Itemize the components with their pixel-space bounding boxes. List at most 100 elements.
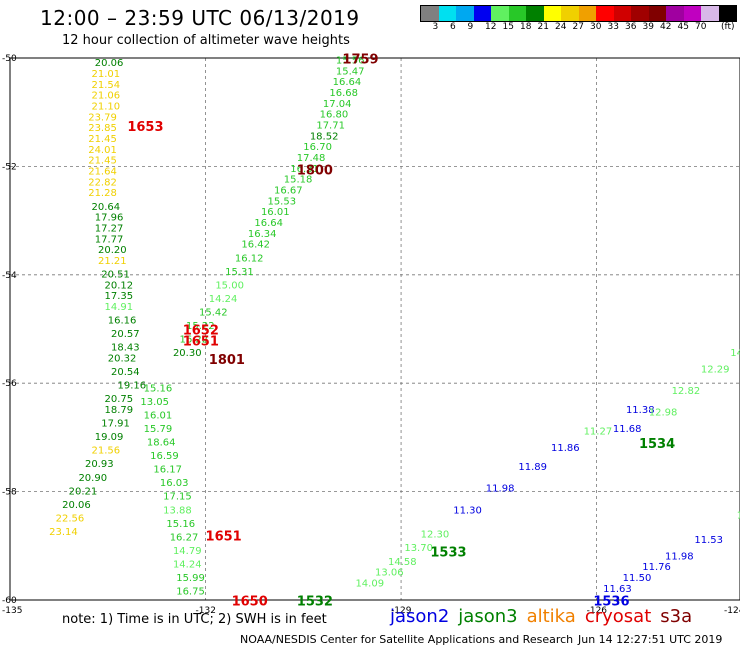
wave-height-point: 20.57 <box>111 329 140 340</box>
wave-height-point: 14.58 <box>730 348 740 359</box>
wave-height-point: 20.93 <box>85 459 114 470</box>
wave-height-point: 11.53 <box>694 535 723 546</box>
wave-height-point: 16.27 <box>170 532 199 543</box>
colorbar-swatch <box>473 6 491 21</box>
wave-height-point: 15.18 <box>284 175 313 186</box>
wave-height-point: 20.75 <box>105 394 134 405</box>
y-tick-label: -56 <box>2 379 17 389</box>
colorbar-swatch <box>718 6 736 21</box>
wave-height-point: 21.64 <box>88 167 117 178</box>
wave-height-point: 16.34 <box>248 229 277 240</box>
wave-height-point: 11.30 <box>453 505 482 516</box>
wave-height-point: 11.89 <box>518 462 547 473</box>
wave-height-point: 16.17 <box>153 465 182 476</box>
wave-height-point: 13.09 <box>737 511 740 522</box>
wave-height-point: 16.01 <box>144 410 173 421</box>
wave-height-point: 11.50 <box>623 573 652 584</box>
wave-height-point: 11.68 <box>613 424 642 435</box>
colorbar <box>420 5 737 22</box>
wave-height-point: 16.22 <box>179 335 208 346</box>
wave-height-point: 13.05 <box>140 397 169 408</box>
colorbar-swatch <box>578 6 596 21</box>
wave-height-point: 17.35 <box>105 291 134 302</box>
colorbar-tick-label: 30 <box>590 22 602 32</box>
wave-height-point: 15.47 <box>336 66 365 77</box>
pass-time-label: 1532 <box>297 594 333 609</box>
colorbar-tick-label: 39 <box>642 22 654 32</box>
colorbar-swatch <box>648 6 666 21</box>
wave-height-point: 11.27 <box>584 427 613 438</box>
pass-time-label: 1651 <box>206 529 242 544</box>
time-labels: 1759165318001652165118011534153514471651… <box>127 52 675 609</box>
colorbar-swatch <box>543 6 561 21</box>
wave-height-point: 18.52 <box>310 131 339 142</box>
colorbar-tick-label: 6 <box>450 22 456 32</box>
footer-credit: NOAA/NESDIS Center for Satellite Applica… <box>240 633 574 646</box>
wave-height-point: 14.24 <box>173 559 202 570</box>
colorbar-swatch <box>508 6 526 21</box>
legend-cryosat: cryosat <box>584 606 652 627</box>
y-tick-label: -60 <box>2 596 17 606</box>
axes: -50-52-54-56-58-60-135-132-129-126-123-1… <box>2 54 740 616</box>
colorbar-swatch <box>421 6 439 21</box>
wave-height-point: 16.64 <box>333 77 362 88</box>
wave-height-point: 16.16 <box>108 316 137 327</box>
footer-timestamp: Jun 14 12:27:51 UTC 2019 <box>578 633 723 646</box>
wave-height-point: 13.06 <box>375 568 404 579</box>
wave-height-point: 19.16 <box>118 381 147 392</box>
legend-altika: altika <box>526 606 576 627</box>
legend-s3a: s3a <box>660 606 693 627</box>
wave-height-point: 17.91 <box>101 419 130 430</box>
wave-height-point: 15.16 <box>144 383 173 394</box>
wave-height-point: 20.90 <box>78 473 107 484</box>
wave-height-point: 20.06 <box>95 58 124 69</box>
colorbar-tick-label: 24 <box>555 22 567 32</box>
colorbar-swatch <box>666 6 684 21</box>
wave-height-point: 12.30 <box>421 530 450 541</box>
pass-time-label: 1653 <box>127 120 163 135</box>
wave-height-point: 16.59 <box>150 451 179 462</box>
colorbar-swatch <box>596 6 614 21</box>
colorbar-swatch <box>526 6 544 21</box>
wave-height-point: 11.98 <box>486 484 515 495</box>
wave-height-point: 15.31 <box>225 267 254 278</box>
wave-height-point: 21.45 <box>88 156 117 167</box>
wave-height-point: 16.70 <box>303 142 332 153</box>
wave-height-point: 15.79 <box>144 424 173 435</box>
wave-height-point: 20.20 <box>98 245 127 256</box>
wave-height-point: 13.88 <box>163 505 192 516</box>
wave-height-point: 21.54 <box>91 80 120 91</box>
wave-height-point: 22.82 <box>88 177 117 188</box>
colorbar-tick-label: 36 <box>625 22 637 32</box>
wave-height-point: 21.45 <box>88 134 117 145</box>
wave-height-point: 21.21 <box>98 256 127 267</box>
wave-height-point: 16.80 <box>320 110 349 121</box>
wave-height-point: 14.09 <box>355 578 384 589</box>
wave-height-point: 21.10 <box>91 101 120 112</box>
wave-height-point: 17.15 <box>163 492 192 503</box>
wave-height-point: 16.64 <box>254 218 283 229</box>
wave-height-point: 21.06 <box>91 91 120 102</box>
wave-height-point: 19.09 <box>95 432 124 443</box>
wave-height-point: 16.42 <box>241 240 270 251</box>
pass-time-label: 1536 <box>593 594 629 609</box>
wave-height-point: 15.22 <box>186 321 215 332</box>
chart-title: 12:00 – 23:59 UTC 06/13/2019 <box>40 6 360 30</box>
wave-height-point: 20.32 <box>108 354 137 365</box>
pass-time-label: 1650 <box>232 594 268 609</box>
colorbar-unit: (ft) <box>721 22 735 32</box>
colorbar-tick-label: 27 <box>572 22 584 32</box>
wave-height-point: 21.56 <box>91 446 120 457</box>
y-tick-label: -54 <box>2 271 17 281</box>
wave-height-point: 20.54 <box>111 367 140 378</box>
wave-height-point: 12.98 <box>649 408 678 419</box>
wave-height-point: 23.85 <box>88 123 117 134</box>
wave-height-point: 20.06 <box>62 500 91 511</box>
colorbar-tick-label: 45 <box>677 22 689 32</box>
x-tick-label: -135 <box>2 606 22 616</box>
wave-height-point: 11.98 <box>665 551 694 562</box>
wave-height-point: 15.99 <box>176 573 205 584</box>
wave-height-point: 16.12 <box>235 253 264 264</box>
colorbar-tick-label: 18 <box>520 22 532 32</box>
wave-height-point: 18.43 <box>111 343 140 354</box>
